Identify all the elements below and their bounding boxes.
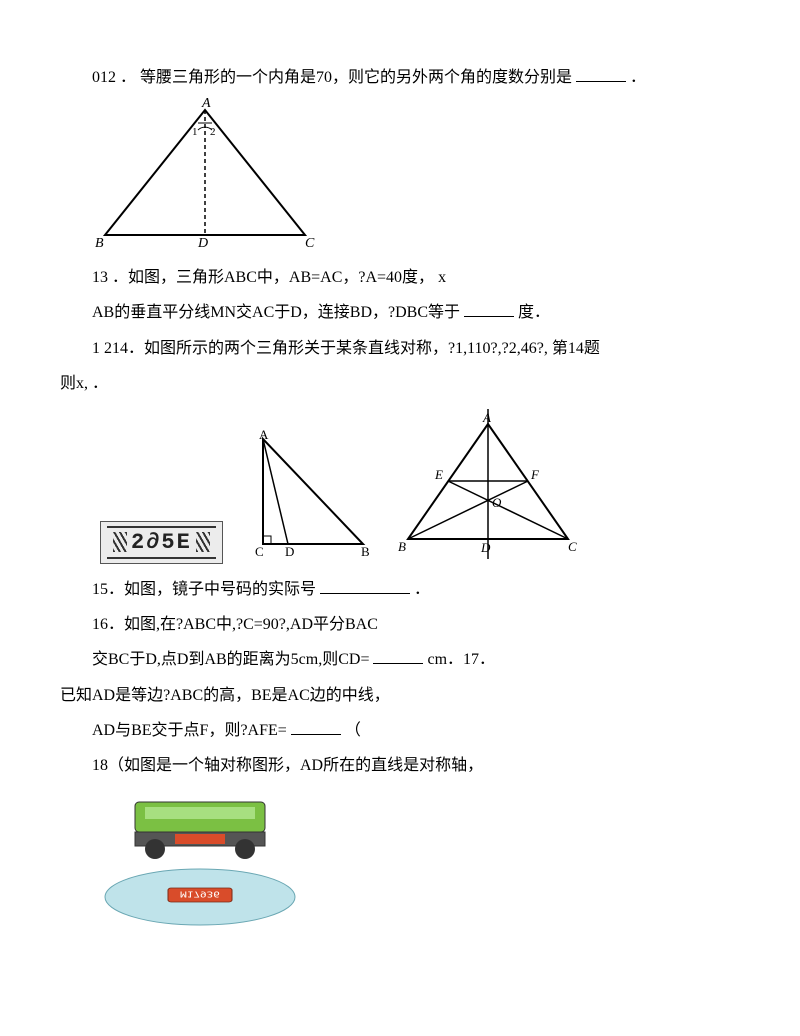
label-D: D <box>197 236 208 251</box>
label-ang2: 2 <box>210 126 216 138</box>
q18-line1: 18（如图是一个轴对称图形，AD所在的直线是对称轴， <box>60 748 740 783</box>
q14-line1: 1 214．如图所示的两个三角形关于某条直线对称，?1,110?,?2,46?,… <box>60 331 740 366</box>
car-scene-figure: M17936 <box>100 787 300 932</box>
q12-text: 012 ． 等腰三角形的一个内角是70，则它的另外两个角的度数分别是 ． <box>60 60 740 95</box>
q17-l1: 已知AD是等边?ABC的高，BE是AC边的中线， <box>60 687 390 704</box>
sym-C: C <box>568 539 577 554</box>
sym-B: B <box>398 539 406 554</box>
q13-line1: 13 ．如图，三角形ABC中，AB=AC，?A=40度， x <box>60 260 740 295</box>
hatch-left <box>113 532 127 552</box>
q12-blank <box>576 65 626 82</box>
sym-E: E <box>434 467 443 482</box>
mirror-digits: 2∂5E <box>131 530 192 555</box>
plate-text: M17936 <box>180 889 220 898</box>
rt-A: A <box>259 429 269 442</box>
document-page: 012 ． 等腰三角形的一个内角是70，则它的另外两个角的度数分别是 ． A B… <box>0 0 800 972</box>
q12-figure: A B C D 1 2 <box>90 95 740 260</box>
sym-F: F <box>530 467 540 482</box>
q13-blank <box>464 300 514 317</box>
q15-tail: ． <box>414 581 430 598</box>
q14-l1: 1 214．如图所示的两个三角形关于某条直线对称，?1,110?,?2,46?,… <box>92 340 600 357</box>
q17-blank <box>291 718 341 735</box>
q17-l2-pre: AD与BE交于点F，则?AFE= <box>92 722 287 739</box>
figure-row: 2∂5E A C D B A B <box>100 409 740 564</box>
q13-l1-tail: x <box>438 269 446 286</box>
q14-line2: 则x, ． <box>60 366 740 401</box>
q15-pre: 15．如图，镜子中号码的实际号 <box>92 581 316 598</box>
q17-l2-tail: （ <box>345 722 361 739</box>
label-C: C <box>305 236 315 251</box>
q16-blank <box>373 647 423 664</box>
q16-l2-unit: cm．17． <box>427 651 495 668</box>
mirror-figure: 2∂5E <box>100 521 223 564</box>
q15-blank <box>320 577 410 594</box>
rt-B: B <box>361 544 370 559</box>
hatch-right <box>196 532 210 552</box>
label-ang1: 1 <box>192 126 198 138</box>
q12-body: 等腰三角形的一个内角是70，则它的另外两个角的度数分别是 <box>140 69 572 86</box>
q13-l2-tail: 度． <box>518 304 550 321</box>
sym-O: O <box>492 495 502 510</box>
sym-triangle-figure: A B C D E F O <box>393 409 583 564</box>
rt-D: D <box>285 544 294 559</box>
sym-A: A <box>482 410 491 425</box>
q17-line1: 已知AD是等边?ABC的高，BE是AC边的中线， <box>60 678 740 713</box>
q12-tail: ． <box>630 69 646 86</box>
q16-line1: 16．如图,在?ABC中,?C=90?,AD平分BAC <box>60 607 740 642</box>
q13-l2-pre: AB的垂直平分线MN交AC于D，连接BD，?DBC等于 <box>92 304 460 321</box>
q18-l1: 18（如图是一个轴对称图形，AD所在的直线是对称轴， <box>92 757 483 774</box>
label-B: B <box>95 236 104 251</box>
q13-line2: AB的垂直平分线MN交AC于D，连接BD，?DBC等于 度． <box>60 295 740 330</box>
label-A: A <box>201 96 211 111</box>
q15-line: 15．如图，镜子中号码的实际号 ． <box>60 572 740 607</box>
rt-C: C <box>255 544 264 559</box>
q16-line2: 交BC于D,点D到AB的距离为5cm,则CD= cm．17． <box>60 642 740 677</box>
q12-num: 012 ． <box>92 69 136 86</box>
q16-l1: 16．如图,在?ABC中,?C=90?,AD平分BAC <box>92 616 378 633</box>
rt-triangle-figure: A C D B <box>243 429 373 564</box>
q14-l2: 则x, ． <box>60 375 108 392</box>
sym-D: D <box>480 540 491 555</box>
q16-l2-pre: 交BC于D,点D到AB的距离为5cm,则CD= <box>92 651 369 668</box>
q13-l1-pre: 13 ．如图，三角形ABC中，AB=AC，?A=40度， <box>92 269 434 286</box>
q17-line2: AD与BE交于点F，则?AFE= （ <box>60 713 740 748</box>
